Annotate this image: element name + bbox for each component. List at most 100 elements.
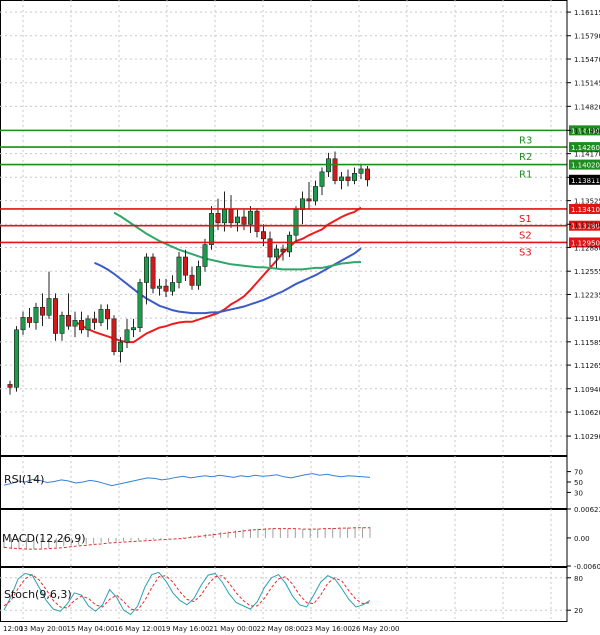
level-price-tag (569, 220, 600, 231)
candle-body (98, 309, 104, 323)
stoch-k-line (3, 571, 371, 616)
level-s2-label: S2 (519, 231, 532, 242)
rsi-line (3, 473, 371, 487)
price-tick-label: 1.14820 (574, 103, 600, 111)
level-price-tag-label: 1.14020 (571, 162, 600, 170)
candle-body (338, 176, 344, 181)
price-tick-label: 1.16115 (574, 9, 600, 17)
candle-body (306, 198, 312, 202)
price-tick-label: 1.13525 (574, 198, 600, 206)
price-tick-label: 1.11585 (574, 339, 600, 347)
stoch-d-line (3, 573, 371, 611)
price-tick-label: 1.12880 (574, 245, 600, 253)
candle-body (280, 248, 286, 253)
candle (273, 244, 279, 268)
candle (72, 311, 78, 338)
price-axis: 1.16115 1.15790 1.15470 1.15145 1.14820 1.144… (566, 0, 600, 621)
price-tick-label: 1.15145 (574, 80, 600, 88)
level-s3-label: S3 (519, 247, 532, 258)
candle-body (228, 209, 234, 224)
candle (79, 311, 85, 334)
level-price-tag-label: 1.14490 (571, 127, 600, 135)
candle-body (241, 216, 247, 225)
candle (92, 311, 98, 330)
candle-body (66, 314, 72, 327)
candle-body (176, 256, 182, 283)
current-price-tag-label: 1.13811 (571, 177, 600, 185)
candles (7, 151, 370, 395)
candle (7, 380, 13, 395)
level-price-tag (569, 125, 600, 136)
candle (267, 231, 273, 267)
candle-body (312, 186, 318, 202)
panel-frame (0, 0, 568, 456)
candle-body (124, 329, 130, 343)
rsi-tick-label: 70 (574, 469, 583, 477)
panel-frame (0, 567, 568, 622)
candle (299, 191, 305, 225)
candle (351, 167, 357, 185)
level-price-tag (569, 142, 600, 153)
price-tick-label: 1.11265 (574, 362, 600, 370)
candle (39, 293, 45, 327)
candle-body (260, 231, 266, 240)
candle-body (111, 318, 117, 352)
candle-body (72, 320, 78, 327)
rsi-tick-label: 50 (574, 479, 583, 487)
candle (20, 311, 26, 335)
candle (189, 266, 195, 290)
candle-body (215, 213, 221, 224)
candle (215, 198, 221, 231)
price-tick-label: 1.14490 (574, 127, 600, 135)
rsi-tick-label: 30 (574, 489, 583, 497)
candle-body (163, 285, 169, 292)
candle-body (170, 282, 176, 292)
level-price-tag-label: 1.12950 (571, 239, 600, 247)
level-s1-label: S1 (519, 214, 532, 225)
macd-tick-label: -0.006049 (574, 563, 600, 571)
candle (254, 208, 260, 238)
macd-signal-line (3, 527, 370, 550)
candle-body (118, 341, 124, 352)
candle (124, 318, 130, 349)
candle (319, 167, 325, 196)
candle-body (92, 318, 98, 323)
candle (105, 304, 111, 330)
time-tick-label: 16 May 12:00 (114, 625, 162, 633)
candle (286, 231, 292, 258)
candle-body (137, 282, 143, 328)
time-tick-label: 26 May 20:00 (351, 625, 399, 633)
candle-body (254, 210, 260, 232)
candle-body (248, 210, 254, 225)
candle (202, 238, 208, 272)
candle-body (52, 298, 58, 334)
candle (196, 260, 202, 290)
candle-body (332, 158, 338, 181)
candle-body (273, 248, 279, 258)
candle-body (46, 298, 52, 316)
macd-label: MACD(12,26,9) (2, 532, 86, 545)
price-tick-label: 1.12235 (574, 292, 600, 300)
candle (66, 293, 72, 330)
candle-body (358, 168, 364, 174)
candle-body (85, 318, 91, 331)
candle (14, 326, 20, 392)
candle (137, 278, 143, 332)
level-r2-label: R2 (519, 152, 532, 163)
candle-body (345, 176, 351, 181)
moving-average-line (113, 211, 361, 271)
candle (332, 151, 338, 185)
candle-body (351, 173, 357, 181)
price-tick-label: 1.15790 (574, 33, 600, 41)
time-tick-label: 13 May 20:00 (19, 625, 67, 633)
panel-frame (0, 456, 568, 509)
candle-body (157, 285, 163, 289)
price-tick-label: 1.10290 (574, 433, 600, 441)
time-tick-label: 15 May 04:00 (66, 625, 114, 633)
candle (52, 293, 58, 341)
candle (144, 253, 150, 305)
pivot-levels: R3 1.14490 R2 1.14260 R1 1.14020 S1 1.13410 S2 1.… (0, 125, 600, 258)
candle (33, 302, 39, 330)
candle-body (183, 256, 189, 276)
